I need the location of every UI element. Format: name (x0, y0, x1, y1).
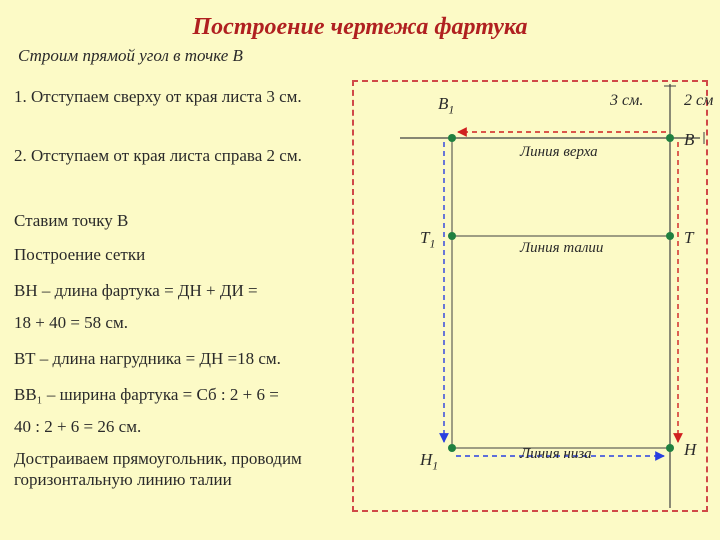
point-H (666, 444, 674, 452)
point-T1 (448, 232, 456, 240)
paragraph: 18 + 40 = 58 см. (14, 312, 334, 333)
paragraph: 40 : 2 + 6 = 26 см. (14, 416, 334, 437)
paragraph: 2. Отступаем от края листа справа 2 см. (14, 145, 314, 166)
paragraph: ВВ₁ – ширина фартука = Сб : 2 + 6 = (14, 384, 354, 405)
page-title: Построение чертежа фартука (0, 14, 720, 41)
dim-right: 2 см (684, 92, 713, 110)
point-label-B: В (684, 130, 694, 150)
point-B1 (448, 134, 456, 142)
point-label-H1: Н1 (420, 450, 438, 473)
paragraph: Ставим точку В (14, 210, 314, 231)
point-label-H: Н (684, 440, 696, 460)
line-label-top: Линия верха (520, 144, 598, 161)
point-B (666, 134, 674, 142)
point-label-B1: В1 (438, 94, 454, 117)
line-label-bot: Линия низа (520, 446, 592, 463)
paragraph: Построение сетки (14, 244, 314, 265)
point-H1 (448, 444, 456, 452)
point-T (666, 232, 674, 240)
paragraph: ВН – длина фартука = ДН + ДИ = (14, 280, 334, 301)
page-subtitle: Строим прямой угол в точке В (18, 46, 243, 66)
dim-top: 3 см. (610, 92, 643, 110)
point-label-T1: Т1 (420, 228, 435, 251)
paragraph: ВТ – длина нагрудника = ДН =18 см. (14, 348, 334, 369)
point-label-T: Т (684, 228, 693, 248)
line-label-waist: Линия талии (520, 240, 603, 257)
paragraph: Достраиваем прямоугольник, проводим гори… (14, 448, 334, 491)
paragraph: 1. Отступаем сверху от края листа 3 см. (14, 86, 314, 107)
